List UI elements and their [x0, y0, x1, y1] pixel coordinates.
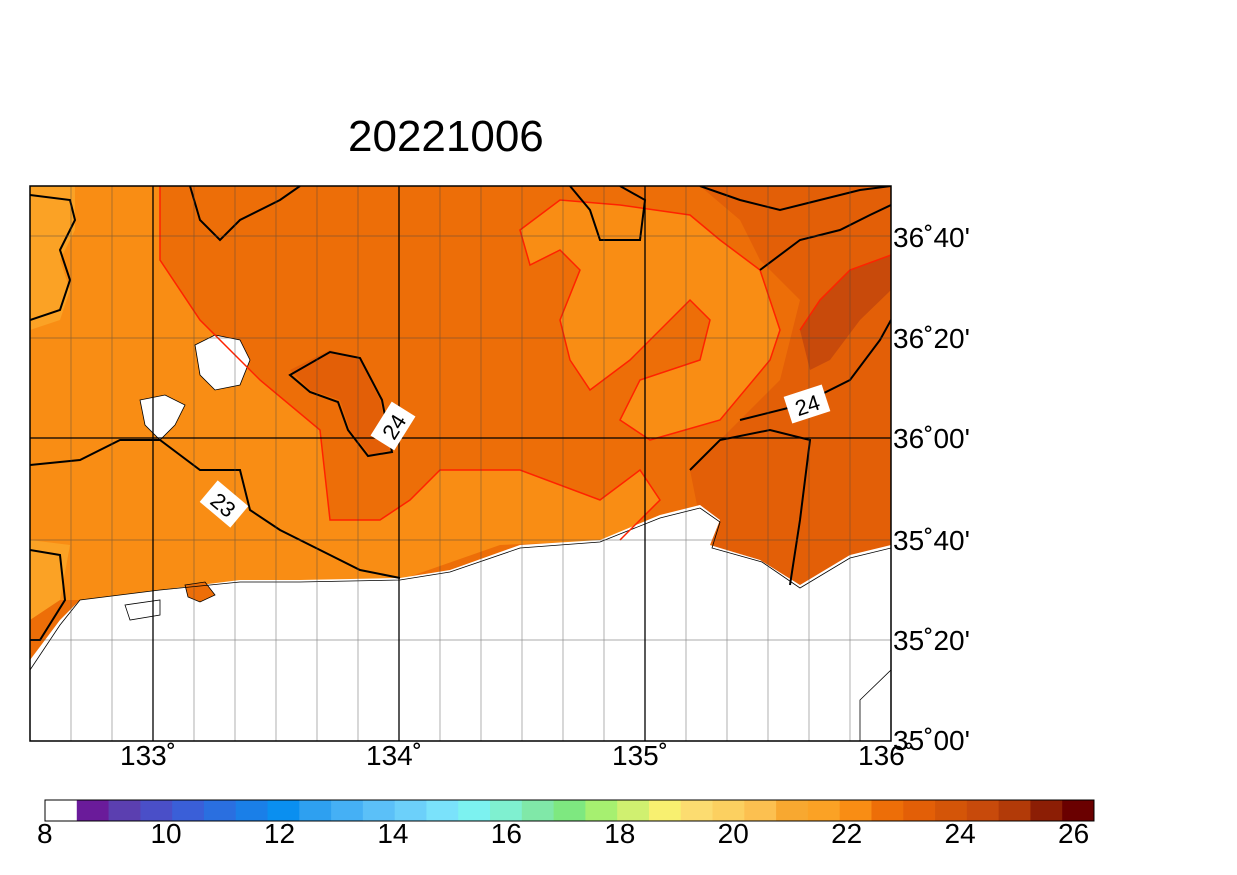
colorbar-swatch — [807, 800, 841, 821]
field-24-25-central — [290, 350, 390, 455]
colorbar-tick-label: 10 — [150, 818, 182, 849]
black-contour-7 — [30, 194, 77, 321]
colorbar-swatch — [521, 800, 555, 821]
black-contour-2 — [699, 186, 891, 212]
colorbar-swatch — [76, 800, 110, 821]
lon-label: 133˚ — [120, 740, 177, 771]
colorbar-tick-label: 12 — [263, 818, 296, 849]
colorbar-tick-label: 24 — [944, 818, 976, 849]
map-frame — [29, 185, 892, 742]
field-22-23-northeast — [520, 200, 780, 440]
colorbar-swatch — [712, 800, 745, 821]
black-contour-9 — [569, 186, 647, 241]
lat-label: 36˚40' — [893, 222, 970, 253]
colorbar-swatch — [45, 800, 78, 821]
small-island-2 — [124, 599, 161, 621]
colorbar-swatch — [362, 800, 396, 821]
east-peninsula — [859, 669, 891, 741]
colorbar-swatch — [998, 800, 1031, 821]
colorbar-swatch — [108, 800, 141, 821]
red-contour-2 — [519, 199, 781, 441]
field-22-23-west — [30, 186, 660, 610]
colorbar-swatch — [394, 800, 427, 821]
grid-lines — [30, 186, 891, 741]
lat-label: 36˚00' — [893, 423, 970, 454]
colorbar-swatch — [1062, 800, 1095, 821]
colorbar-swatch — [648, 800, 682, 821]
colorbar-tick-label: 8 — [37, 818, 53, 849]
black-contour-1 — [288, 350, 394, 458]
colorbar-tick-label: 18 — [604, 818, 636, 849]
red-contour-1 — [159, 186, 661, 541]
colorbar-tick-label: 14 — [377, 818, 409, 849]
black-contour-8 — [189, 186, 301, 242]
colorbar-swatch — [1030, 800, 1063, 821]
colorbar-swatch — [426, 800, 459, 821]
colorbar-tick-label: 16 — [490, 818, 522, 849]
colorbar-tick-label: 26 — [1058, 818, 1090, 849]
colorbar-swatch — [267, 800, 300, 821]
colorbar-swatch — [839, 800, 872, 821]
lake-island-2 — [139, 394, 186, 441]
colorbar-swatch — [966, 800, 1000, 821]
lat-label: 36˚20' — [893, 323, 970, 354]
black-contour-3 — [759, 204, 891, 271]
lon-label: 134˚ — [366, 740, 423, 771]
sea-region — [30, 505, 891, 741]
colorbar-swatch — [331, 800, 364, 821]
colorbar — [44, 799, 1095, 822]
colorbar-swatch — [235, 800, 269, 821]
red-contour-3 — [799, 254, 891, 331]
colorbar-tick-label: 20 — [717, 818, 749, 849]
major-grid-lines — [30, 186, 891, 741]
colorbar-tick-label: 22 — [831, 818, 863, 849]
colorbar-swatch — [903, 800, 936, 821]
colorbar-swatch — [617, 800, 650, 821]
lat-label: 35˚40' — [893, 525, 970, 556]
colorbar-swatch — [680, 800, 714, 821]
lon-label: 135˚ — [612, 740, 669, 771]
colorbar-swatch — [140, 800, 173, 821]
colorbar-swatch — [935, 800, 968, 821]
colorbar-swatch — [585, 800, 618, 821]
colorbar-swatch — [458, 800, 491, 821]
lat-label: 35˚00' — [893, 725, 970, 756]
map-title: 20221006 — [348, 112, 544, 161]
colorbar-swatch — [553, 800, 586, 821]
colorbar-swatch — [172, 800, 205, 821]
colorbar-swatch — [203, 800, 237, 821]
lake-island-1 — [194, 334, 251, 391]
colorbar-swatch — [871, 800, 904, 821]
field-25-26-northeast — [800, 255, 891, 370]
black-contour-5 — [689, 428, 812, 586]
field-21-22-northwest — [30, 186, 75, 330]
colorbar-swatch — [490, 800, 523, 821]
colorbar-frame — [44, 799, 1095, 822]
black-contour-6 — [30, 439, 401, 579]
colorbar-swatch — [776, 800, 809, 821]
colorbar-swatch — [744, 800, 777, 821]
lat-label: 35˚20' — [893, 625, 970, 656]
lon-label: 136˚ — [858, 740, 915, 771]
colorbar-swatch — [299, 800, 332, 821]
